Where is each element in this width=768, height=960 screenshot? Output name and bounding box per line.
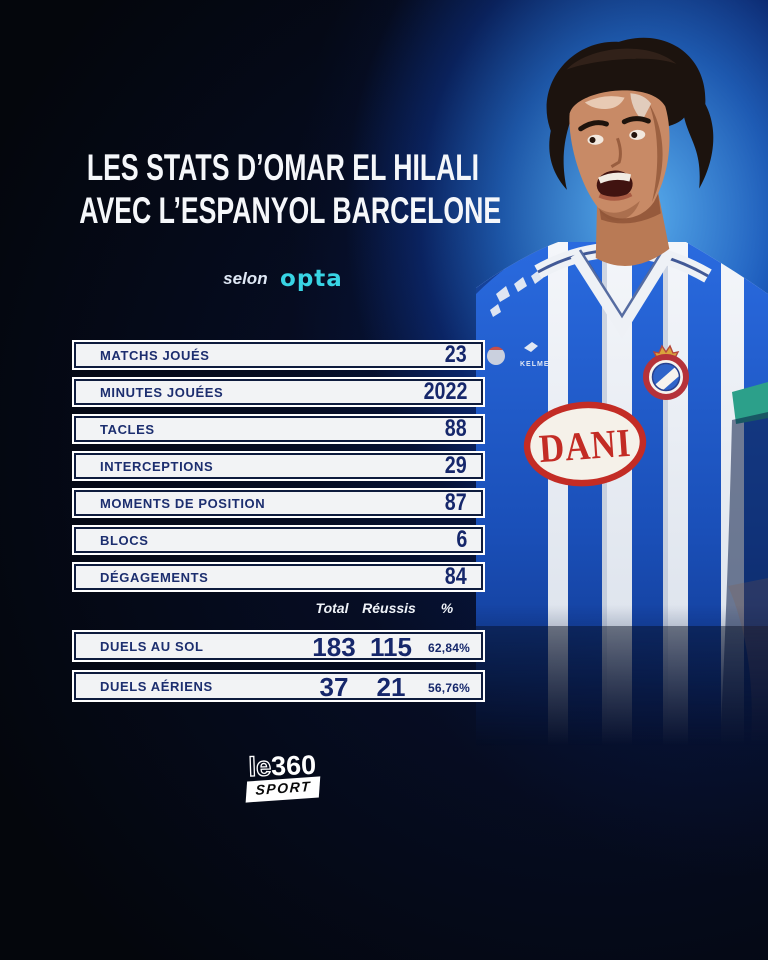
- stat-label: MATCHS JOUÉS: [100, 347, 210, 363]
- column-header-total: Total: [315, 600, 349, 616]
- duel-label: DUELS AÉRIENS: [100, 678, 213, 694]
- duel-reussis: 115: [370, 632, 412, 662]
- duel-row-au-sol: DUELS AU SOL 183 115 62,84%: [72, 630, 485, 662]
- sleeve-band: [732, 382, 768, 424]
- title-line-1: LES STATS D’OMAR EL HILALI: [86, 147, 480, 188]
- stat-value: 29: [445, 452, 467, 479]
- attribution-prefix: selon: [223, 269, 268, 288]
- stat-row-interceptions: INTERCEPTIONS 29: [72, 451, 485, 481]
- logo-sport-text: SPORT: [255, 778, 312, 798]
- stat-value: 23: [445, 341, 467, 368]
- shoulder-trim: [490, 270, 543, 317]
- stat-row-moments-de-position: MOMENTS DE POSITION 87: [72, 488, 485, 518]
- duel-total: 37: [319, 672, 349, 702]
- player-jersey: [476, 242, 768, 768]
- stat-row-tacles: TACLES 88: [72, 414, 485, 444]
- player-arm: [728, 578, 768, 752]
- duel-pct: 56,76%: [428, 681, 470, 695]
- attribution: selon opta: [0, 266, 566, 292]
- duel-reussis: 21: [376, 672, 406, 702]
- duel-pct: 62,84%: [428, 641, 470, 655]
- svg-text:KELME: KELME: [520, 361, 550, 368]
- espanyol-crest-icon: [643, 344, 689, 400]
- stat-row-minutes-jouees: MINUTES JOUÉES 2022: [72, 377, 485, 407]
- league-patch-icon: [487, 347, 505, 365]
- stat-row-matchs-joues: MATCHS JOUÉS 23: [72, 340, 485, 370]
- le360-wordmark: le360: [245, 750, 319, 783]
- duel-row-aeriens: DUELS AÉRIENS 37 21 56,76%: [72, 670, 485, 702]
- player-photo: KELME DANI: [476, 37, 768, 768]
- le360-sport-logo: le360 SPORT: [0, 750, 566, 803]
- column-header-pct: %: [440, 600, 454, 616]
- stat-label: MINUTES JOUÉES: [100, 384, 224, 400]
- dani-sponsor-text: DANI: [538, 420, 633, 471]
- logo-le: le: [248, 751, 273, 783]
- kelme-logo: KELME: [520, 342, 550, 368]
- stat-value: 6: [456, 526, 467, 553]
- stat-label: DÉGAGEMENTS: [100, 569, 209, 585]
- sport-badge: SPORT: [245, 776, 322, 803]
- stat-row-blocs: BLOCS 6: [72, 525, 485, 555]
- stat-label: TACLES: [100, 421, 155, 437]
- opta-logo: opta: [280, 266, 343, 292]
- stat-value: 88: [445, 415, 467, 442]
- duels-column-headers: Total Réussis %: [72, 600, 485, 620]
- stat-row-degagements: DÉGAGEMENTS 84: [72, 562, 485, 592]
- player-head: [546, 37, 714, 266]
- title-line-2: AVEC L’ESPANYOL BARCELONE: [79, 190, 502, 231]
- duel-total: 183: [312, 632, 356, 662]
- stat-label: INTERCEPTIONS: [100, 458, 214, 474]
- page-title: LES STATS D’OMAR EL HILALI AVEC L’ESPANY…: [0, 146, 566, 232]
- column-header-reussis: Réussis: [362, 600, 416, 616]
- stat-value: 84: [445, 563, 467, 590]
- stat-label: MOMENTS DE POSITION: [100, 495, 266, 511]
- stat-value: 87: [445, 489, 467, 516]
- stat-label: BLOCS: [100, 532, 149, 548]
- duel-label: DUELS AU SOL: [100, 638, 204, 654]
- stat-value: 2022: [423, 378, 467, 405]
- dani-sponsor-badge: DANI: [523, 401, 647, 487]
